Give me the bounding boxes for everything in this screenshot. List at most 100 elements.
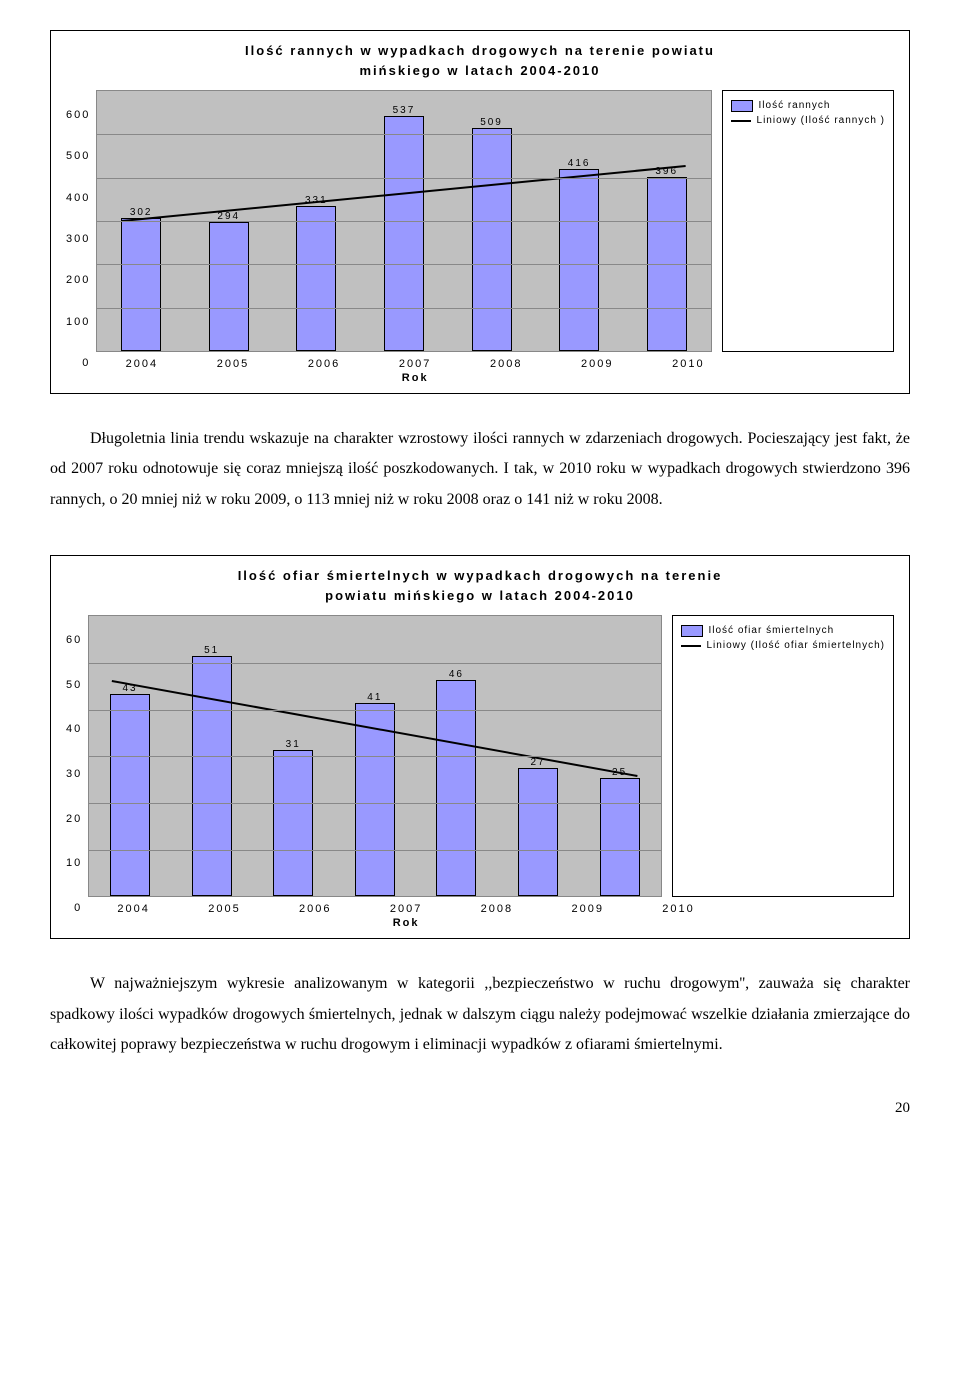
chart1-plot: 302 294 331 537 509 416 396 — [96, 90, 711, 352]
bar-value-label: 416 — [568, 158, 591, 169]
ytick: 500 — [66, 150, 90, 162]
bar — [296, 206, 336, 351]
chart2-xtitle: Rok — [88, 917, 894, 933]
bar — [209, 222, 249, 351]
bar — [110, 694, 150, 897]
chart1-title: Ilość rannych w wypadkach drogowych na t… — [66, 41, 894, 80]
bar-value-label: 331 — [305, 195, 328, 206]
chart1-body: 600 500 400 300 200 100 0 302 294 331 537 50… — [66, 90, 894, 388]
x-category-label: 2006 — [299, 903, 331, 915]
ytick: 300 — [66, 233, 90, 245]
bar-wrap: 416 — [559, 169, 599, 351]
x-category-label: 2005 — [208, 903, 240, 915]
bar-wrap: 331 — [296, 206, 336, 351]
legend-line-icon — [731, 120, 751, 122]
bar-value-label: 51 — [204, 645, 219, 656]
bar — [121, 218, 161, 351]
x-category-label: 2005 — [217, 358, 249, 370]
bar-value-label: 294 — [217, 211, 240, 222]
gridline — [97, 178, 710, 179]
ytick: 60 — [66, 634, 82, 646]
bar-wrap: 51 — [192, 656, 232, 896]
ytick: 0 — [74, 902, 82, 914]
bar — [384, 116, 424, 351]
bar-wrap: 509 — [472, 128, 512, 351]
x-category-label: 2006 — [308, 358, 340, 370]
x-category-label: 2008 — [490, 358, 522, 370]
x-category-label: 2007 — [390, 903, 422, 915]
chart2-xlabels: 2004 2005 2006 2007 2008 2009 2010 — [88, 897, 894, 917]
chart-fatalities: Ilość ofiar śmiertelnych w wypadkach dro… — [50, 555, 910, 939]
x-category-label: 2004 — [126, 358, 158, 370]
gridline — [97, 264, 710, 265]
bar — [436, 680, 476, 897]
chart2-plot: 43513141462725 — [88, 615, 661, 897]
bar-value-label: 509 — [480, 117, 503, 128]
chart1-xlabels: 2004200520062007200820092010 — [96, 352, 894, 372]
bar-wrap: 43 — [110, 694, 150, 897]
legend-bar-label: Ilość ofiar śmiertelnych — [709, 624, 835, 637]
legend-row-bar: Ilość rannych — [731, 99, 885, 112]
chart2-body: 60 50 40 30 20 10 0 43513141462725 Ilość… — [66, 615, 894, 933]
x-category-label: 2004 — [117, 903, 149, 915]
bar-wrap: 41 — [355, 703, 395, 896]
bar-value-label: 27 — [530, 757, 545, 768]
x-category-label: 2009 — [571, 903, 603, 915]
legend-swatch-icon — [731, 100, 753, 112]
bar-wrap: 294 — [209, 222, 249, 351]
gridline — [97, 134, 710, 135]
chart2-title-l2: powiatu mińskiego w latach 2004-2010 — [325, 588, 635, 603]
ytick: 400 — [66, 192, 90, 204]
gridline — [97, 308, 710, 309]
gridline — [97, 221, 710, 222]
ytick: 10 — [66, 857, 82, 869]
x-category-label: 2010 — [662, 903, 694, 915]
x-category-label: 2007 — [399, 358, 431, 370]
x-category-label: 2009 — [581, 358, 613, 370]
legend-line-label: Liniowy (Ilość ofiar śmiertelnych) — [707, 639, 886, 652]
ytick: 20 — [66, 813, 82, 825]
bar-wrap: 46 — [436, 680, 476, 897]
chart1-title-l1: Ilość rannych w wypadkach drogowych na t… — [245, 43, 715, 58]
bar-value-label: 41 — [367, 692, 382, 703]
x-category-label: 2008 — [481, 903, 513, 915]
legend-bar-label: Ilość rannych — [759, 99, 831, 112]
bar-value-label: 25 — [612, 767, 627, 778]
bar-wrap: 537 — [384, 116, 424, 351]
bar-value-label: 43 — [122, 683, 137, 694]
ytick: 0 — [82, 357, 90, 369]
bar-value-label: 302 — [130, 207, 153, 218]
bar — [559, 169, 599, 351]
chart1-xtitle: Rok — [96, 372, 894, 388]
ytick: 40 — [66, 723, 82, 735]
bar-value-label: 46 — [449, 669, 464, 680]
bar-wrap: 25 — [600, 778, 640, 897]
bar — [518, 768, 558, 896]
legend-line-icon — [681, 645, 701, 647]
bar-wrap: 27 — [518, 768, 558, 896]
chart1-title-l2: mińskiego w latach 2004-2010 — [360, 63, 601, 78]
bar-wrap: 302 — [121, 218, 161, 351]
chart2-legend: Ilość ofiar śmiertelnych Liniowy (Ilość … — [672, 615, 895, 897]
legend-row-line: Liniowy (Ilość rannych ) — [731, 114, 885, 127]
legend-line-label: Liniowy (Ilość rannych ) — [757, 114, 885, 127]
legend-swatch-icon — [681, 625, 703, 637]
ytick: 50 — [66, 679, 82, 691]
ytick: 200 — [66, 274, 90, 286]
bar-value-label: 537 — [393, 105, 416, 116]
gridline — [89, 850, 660, 851]
ytick: 30 — [66, 768, 82, 780]
gridline — [89, 756, 660, 757]
bar — [472, 128, 512, 351]
ytick: 100 — [66, 316, 90, 328]
bar — [273, 750, 313, 897]
chart1-legend: Ilość rannych Liniowy (Ilość rannych ) — [722, 90, 894, 352]
chart1-yaxis: 600 500 400 300 200 100 0 — [66, 109, 96, 369]
paragraph-2: W najważniejszym wykresie analizowanym w… — [50, 969, 910, 1060]
gridline — [89, 710, 660, 711]
ytick: 600 — [66, 109, 90, 121]
bar-value-label: 396 — [655, 166, 678, 177]
page-number: 20 — [50, 1100, 910, 1117]
paragraph-1: Długoletnia linia trendu wskazuje na cha… — [50, 424, 910, 515]
legend-row-line: Liniowy (Ilość ofiar śmiertelnych) — [681, 639, 886, 652]
